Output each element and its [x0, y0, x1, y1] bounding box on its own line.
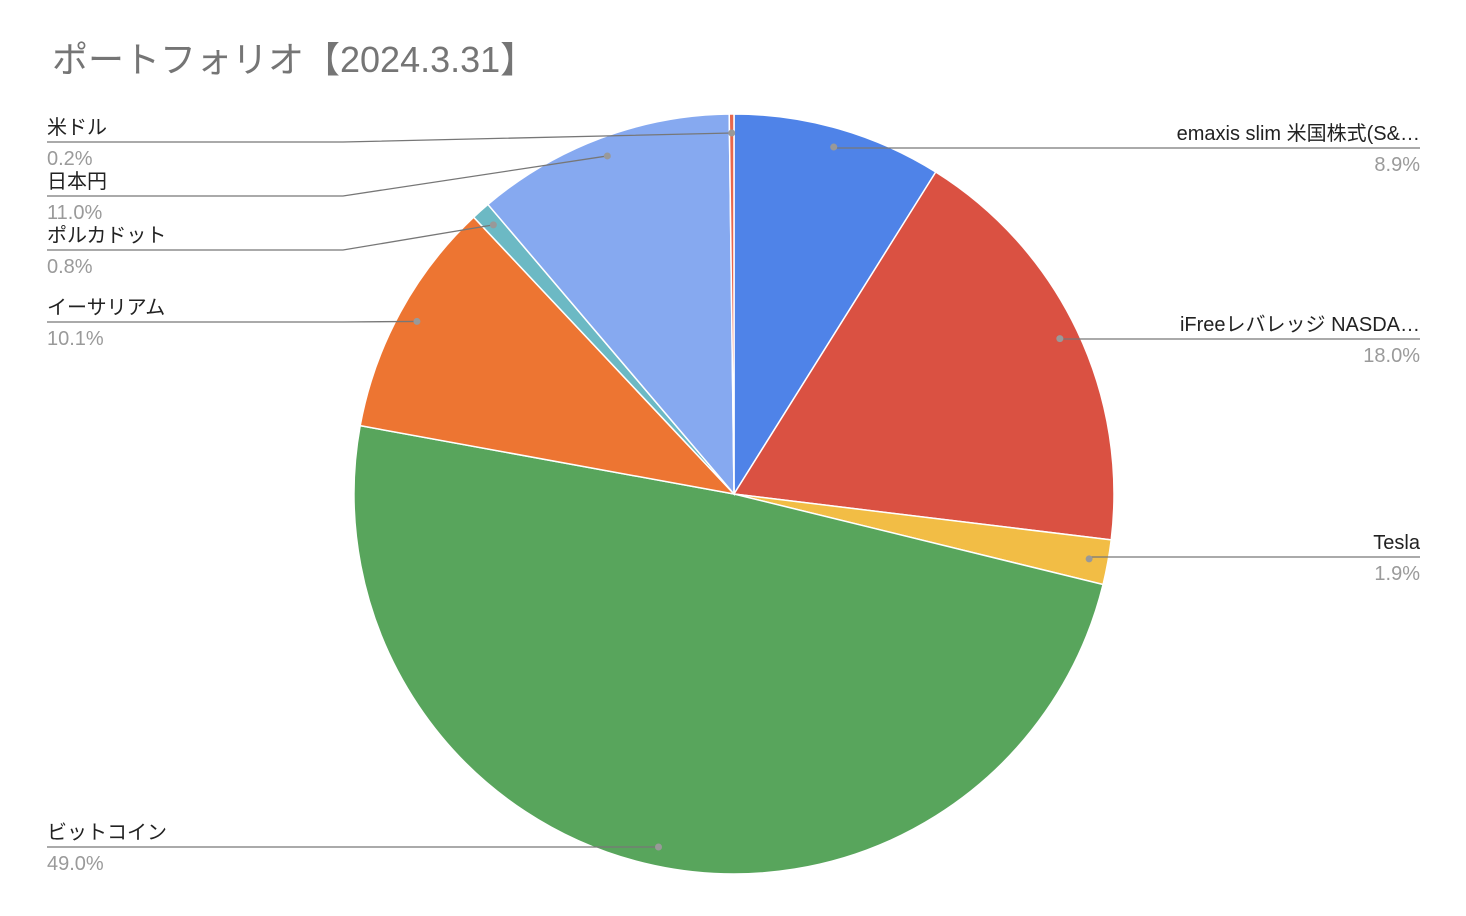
slice-label: イーサリアム: [47, 297, 165, 319]
leader-dot: [489, 221, 497, 229]
leader-dot: [830, 143, 838, 151]
leader-line: [47, 320, 417, 323]
pie-slice: [733, 113, 937, 497]
slice-label: iFreeレバレッジ NASDA…: [1180, 314, 1420, 336]
leader-dot: [1085, 555, 1093, 563]
slice-label: 日本円: [47, 170, 107, 193]
slice-value-label: 0.2%: [47, 148, 93, 170]
leader-line: [833, 147, 1420, 149]
slice-value-label: 8.9%: [1374, 154, 1420, 176]
slice-value-label: 11.0%: [47, 202, 102, 224]
leader-line: [47, 224, 494, 251]
slice-label: 米ドル: [47, 116, 107, 139]
leader-line: [47, 132, 732, 143]
leader-line: [47, 155, 608, 197]
slice-value-label: 18.0%: [1363, 345, 1420, 367]
leader-dot: [1056, 335, 1064, 343]
pie-slice: [486, 113, 735, 497]
leader-dot: [603, 152, 611, 160]
slice-value-label: 10.1%: [47, 328, 104, 350]
slice-value-label: 0.8%: [47, 256, 93, 278]
leader-line: [1088, 556, 1420, 559]
slice-label: Tesla: [1373, 532, 1421, 554]
chart-title: ポートフォリオ【2024.3.31】: [52, 39, 536, 80]
slice-value-label: 1.9%: [1374, 563, 1420, 585]
leader-dot: [654, 843, 662, 851]
slice-value-label: 49.0%: [47, 853, 104, 875]
slice-label: ビットコイン: [47, 821, 167, 844]
pie-slice: [728, 113, 735, 495]
leader-dot: [728, 129, 736, 137]
leader-dot: [413, 317, 421, 325]
pie-slice: [732, 170, 1115, 541]
pie-slice: [353, 424, 1104, 875]
slice-label: ポルカドット: [47, 224, 166, 247]
slice-label: emaxis slim 米国株式(S&…: [1177, 122, 1420, 145]
